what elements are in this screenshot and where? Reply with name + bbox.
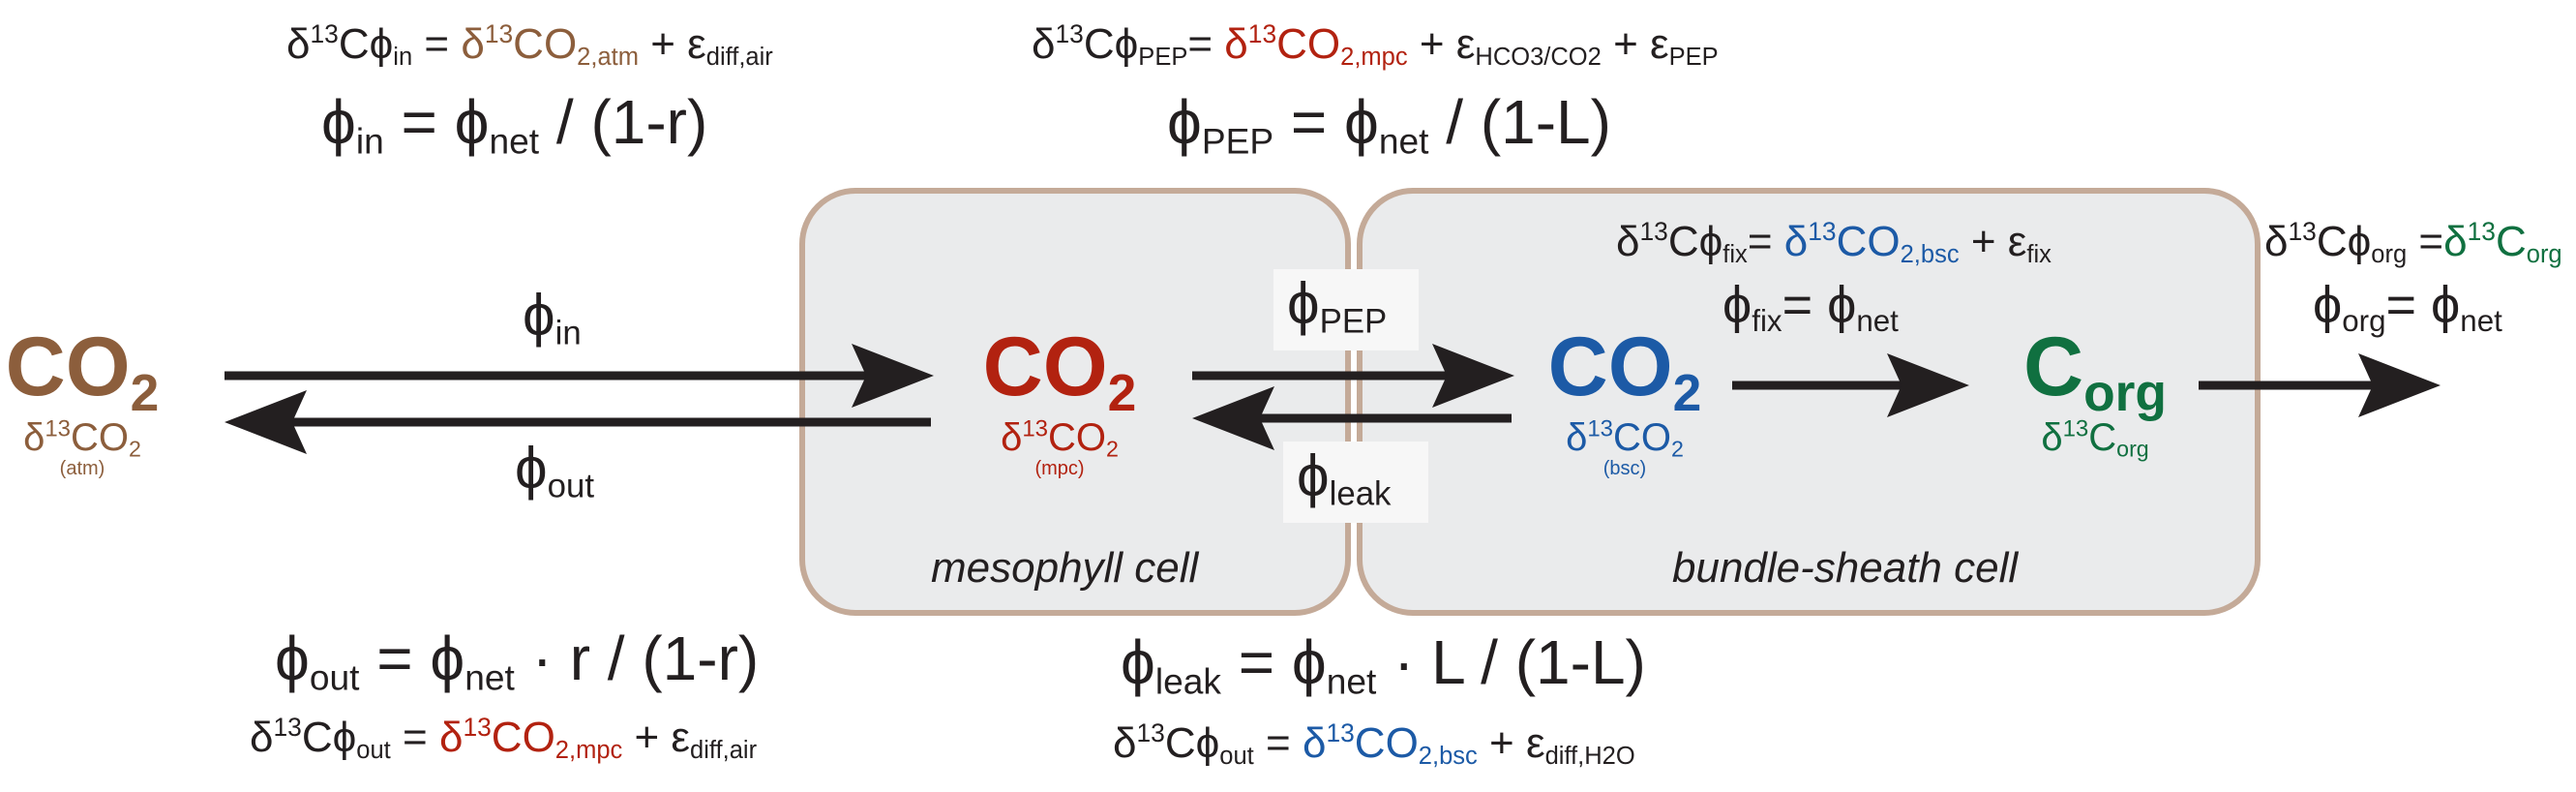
flux-leak-label: ϕleak xyxy=(1297,443,1392,513)
arrowhead-fix xyxy=(1887,353,1969,417)
leak-label-background xyxy=(1283,442,1428,523)
pool-atm-isotope: δ13CO2 (atm) xyxy=(23,415,141,479)
arrowhead-in xyxy=(852,344,934,408)
eq-pep-flux: ϕPEP = ϕnet / (1-L) xyxy=(1167,87,1611,162)
flux-in-label: ϕin xyxy=(523,283,582,352)
eq-org-isotope: δ13Cϕorg =δ13Corg xyxy=(2264,217,2562,269)
pool-bsc-isotope: δ13CO2 (bsc) xyxy=(1566,415,1684,479)
bundle-sheath-cell-label: bundle-sheath cell xyxy=(1672,544,2019,592)
eq-pep-isotope: δ13CϕPEP= δ13CO2,mpc + εHCO3/CO2 + εPEP xyxy=(1032,19,1719,72)
pool-org: Corg δ13Corg xyxy=(2013,320,2177,462)
bundle-sheath-cell xyxy=(1357,188,2261,616)
eq-out-flux: ϕout = ϕnet · r / (1-r) xyxy=(275,624,760,698)
pool-bsc: CO2 δ13CO2 (bsc) xyxy=(1543,325,1707,478)
eq-leak-isotope: δ13Cϕout = δ13CO2,bsc + εdiff,H2O xyxy=(1113,718,1635,771)
pool-org-label: Corg xyxy=(2023,320,2167,422)
eq-fix-flux: ϕfix= ϕnet xyxy=(1722,276,1899,338)
arrowhead-leak xyxy=(1192,386,1274,450)
pool-mpc-isotope: δ13CO2 (mpc) xyxy=(1001,415,1119,479)
eq-org-flux: ϕorg= ϕnet xyxy=(2313,276,2502,338)
pool-atm-label: CO2 xyxy=(5,320,160,422)
eq-in-flux: ϕin = ϕnet / (1-r) xyxy=(321,87,708,162)
pool-org-isotope: δ13Corg xyxy=(2041,415,2149,462)
arrowhead-pep xyxy=(1432,344,1514,408)
arrowhead-out xyxy=(225,390,307,454)
eq-out-isotope: δ13Cϕout = δ13CO2,mpc + εdiff,air xyxy=(250,713,758,765)
flux-pep-label: ϕPEP xyxy=(1287,271,1388,341)
eq-fix-isotope: δ13Cϕfix= δ13CO2,bsc + εfix xyxy=(1616,217,2052,269)
pool-mpc-label: CO2 xyxy=(982,320,1137,422)
mesophyll-cell-label: mesophyll cell xyxy=(931,544,1199,592)
eq-leak-flux: ϕleak = ϕnet · L / (1-L) xyxy=(1121,627,1646,702)
eq-in-isotope: δ13Cϕin = δ13CO2,atm + εdiff,air xyxy=(286,19,773,72)
pool-atm: CO2 δ13CO2 (atm) xyxy=(0,325,165,478)
pool-bsc-label: CO2 xyxy=(1547,320,1702,422)
pool-mpc: CO2 δ13CO2 (mpc) xyxy=(977,325,1142,478)
pep-label-background xyxy=(1273,269,1419,350)
arrowhead-org xyxy=(2358,353,2441,417)
flux-out-label: ϕout xyxy=(515,436,594,505)
